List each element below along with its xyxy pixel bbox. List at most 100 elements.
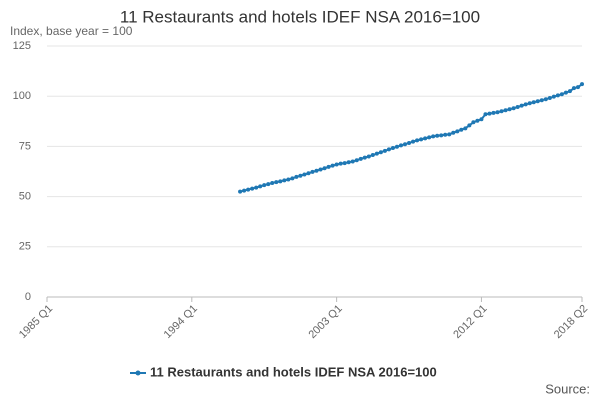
data-point <box>471 120 476 125</box>
data-point <box>407 140 412 145</box>
legend-marker <box>135 370 141 376</box>
data-point <box>350 159 355 164</box>
data-point <box>346 160 351 165</box>
data-point <box>535 99 540 104</box>
data-point <box>451 130 456 135</box>
data-point <box>250 186 255 191</box>
data-point <box>358 156 363 161</box>
data-point <box>463 126 468 131</box>
data-point <box>447 132 452 137</box>
data-point <box>575 85 580 90</box>
data-point <box>555 93 560 98</box>
data-point <box>394 144 399 149</box>
data-point <box>547 96 552 101</box>
data-point <box>511 106 516 111</box>
data-point <box>306 171 311 176</box>
data-point <box>374 151 379 156</box>
data-point <box>411 139 416 144</box>
data-point <box>286 177 291 182</box>
data-point <box>290 176 295 181</box>
data-point <box>246 187 251 192</box>
data-point <box>551 94 556 99</box>
data-point <box>403 142 408 147</box>
x-tick-label: 1985 Q1 <box>17 303 55 341</box>
data-point <box>342 161 347 166</box>
data-point <box>282 178 287 183</box>
data-point <box>366 154 371 159</box>
y-tick-label: 100 <box>13 90 31 102</box>
data-point <box>258 184 263 189</box>
data-point <box>238 189 243 194</box>
data-point <box>254 185 259 190</box>
data-point <box>431 134 436 139</box>
y-tick-label: 75 <box>19 140 31 152</box>
data-point <box>278 179 283 184</box>
data-point <box>270 180 275 185</box>
data-point <box>439 133 444 138</box>
data-point <box>362 155 367 160</box>
data-point <box>398 143 403 148</box>
data-point <box>354 158 359 163</box>
data-point <box>539 98 544 103</box>
y-tick-label: 0 <box>25 291 31 303</box>
data-point <box>571 86 576 91</box>
data-point <box>567 89 572 94</box>
data-point <box>334 162 339 167</box>
data-point <box>435 133 440 138</box>
data-point <box>423 136 428 141</box>
data-point <box>262 183 267 188</box>
chart-title: 11 Restaurants and hotels IDEF NSA 2016=… <box>120 7 480 26</box>
data-point <box>519 103 524 108</box>
data-point <box>386 147 391 152</box>
x-tick-label: 2012 Q1 <box>451 303 489 341</box>
data-point <box>515 105 520 110</box>
x-tick-label: 2018 Q2 <box>552 303 590 341</box>
data-point <box>415 138 420 143</box>
data-point <box>266 182 271 187</box>
series-line <box>239 83 583 193</box>
data-point <box>459 127 464 132</box>
data-point <box>322 166 327 171</box>
data-point <box>455 129 460 134</box>
data-point <box>443 132 448 137</box>
data-point <box>370 153 375 158</box>
data-point <box>491 110 496 115</box>
data-point <box>507 107 512 112</box>
data-point <box>330 163 335 168</box>
data-point <box>580 82 584 87</box>
x-tick-label: 2003 Q1 <box>306 303 344 341</box>
data-point <box>499 109 504 114</box>
x-tick-label: 1994 Q1 <box>162 303 200 341</box>
data-point <box>326 164 331 169</box>
data-point <box>318 167 323 172</box>
data-point <box>314 168 319 173</box>
y-axis-label: Index, base year = 100 <box>10 24 133 38</box>
data-point <box>294 174 299 179</box>
data-point <box>531 100 536 105</box>
data-point <box>495 110 500 115</box>
data-point <box>467 123 472 128</box>
data-point <box>563 90 568 95</box>
data-point <box>427 135 432 140</box>
data-point <box>419 137 424 142</box>
data-point <box>274 180 279 185</box>
data-point <box>503 108 508 113</box>
y-tick-label: 25 <box>19 241 31 253</box>
data-point <box>523 102 528 107</box>
y-tick-label: 125 <box>13 40 31 52</box>
data-point <box>242 188 247 193</box>
source: Source: <box>545 381 590 396</box>
data-point <box>298 173 303 178</box>
data-point <box>527 101 532 106</box>
data-point <box>310 169 315 174</box>
data-point <box>302 172 307 177</box>
y-tick-label: 50 <box>19 191 31 203</box>
data-point <box>559 92 564 97</box>
data-point <box>390 146 395 151</box>
data-point <box>378 150 383 155</box>
data-point <box>543 97 548 102</box>
data-point <box>338 161 343 166</box>
data-point <box>487 111 492 116</box>
data-point <box>382 148 387 153</box>
